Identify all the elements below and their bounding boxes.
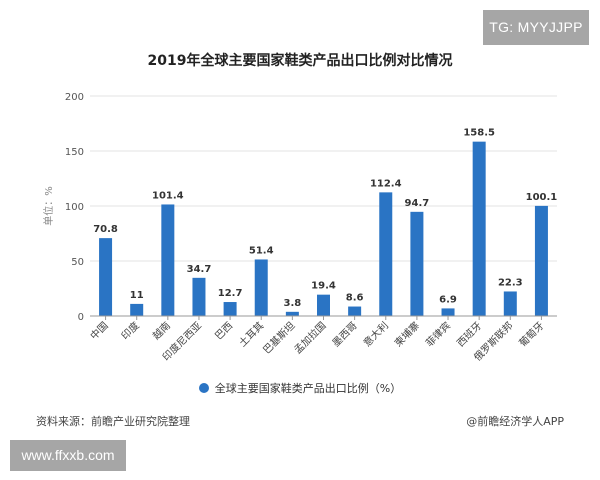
watermark-badge: TG: MYYJJPP (483, 10, 589, 45)
bar (223, 302, 237, 316)
bar-value-label: 3.8 (284, 298, 302, 309)
bar-value-label: 22.3 (498, 277, 523, 288)
legend: 全球主要国家鞋类产品出口比例（%） (0, 380, 600, 396)
chart-title: 2019年全球主要国家鞋类产品出口比例对比情况 (147, 53, 453, 69)
bar (285, 311, 299, 316)
legend-label: 全球主要国家鞋类产品出口比例（%） (214, 382, 402, 395)
bar-value-label: 112.4 (370, 178, 402, 189)
y-tick-label: 150 (65, 147, 84, 158)
bar (472, 141, 486, 316)
x-tick-label: 孟加拉国 (291, 319, 328, 356)
bar (130, 303, 144, 316)
gridlines (90, 95, 557, 262)
x-tick-label: 巴西 (213, 320, 236, 343)
x-tick-label: 越南 (150, 319, 173, 342)
x-tick-label: 墨西哥 (330, 320, 360, 350)
y-tick-label: 50 (71, 257, 84, 268)
credit-note: @前瞻经济学人APP (466, 415, 564, 428)
source-note: 资料来源：前瞻产业研究院整理 (36, 415, 190, 428)
bar-value-label: 11 (130, 290, 144, 301)
bar (441, 308, 455, 316)
bar (192, 277, 206, 316)
bar (410, 211, 424, 316)
x-tick-label: 意大利 (360, 319, 390, 349)
bar-value-label: 100.1 (526, 192, 558, 203)
bar-value-label: 158.5 (463, 128, 495, 139)
bar-value-label: 101.4 (152, 190, 184, 201)
x-tick-label: 中国 (87, 319, 110, 342)
bar (254, 259, 268, 316)
bar-value-label: 12.7 (218, 288, 243, 299)
bar (99, 238, 113, 316)
y-tick-label: 200 (65, 92, 84, 103)
bar (161, 204, 175, 316)
x-tick-label: 菲律宾 (423, 319, 453, 349)
y-axis-ticks: 0 50 100 150 200 (65, 92, 84, 323)
y-axis-label: 单位：% (42, 186, 55, 226)
bar (503, 291, 517, 316)
bar-value-label: 8.6 (346, 293, 364, 304)
bars: 70.8 11 101.4 34.7 12.7 51.4 3.8 19.4 8.6 112.494… (93, 128, 557, 316)
bar-value-label: 6.9 (439, 294, 457, 305)
x-tick-label: 柬埔寨 (392, 319, 422, 349)
bar-value-label: 34.7 (187, 264, 212, 275)
legend-marker-icon (198, 383, 209, 393)
x-tick-label: 土耳其 (236, 319, 266, 349)
bar-value-label: 19.4 (311, 281, 336, 292)
x-tick-label: 葡萄牙 (516, 319, 546, 349)
bar (317, 294, 330, 316)
bar-value-label: 70.8 (93, 224, 118, 235)
x-tick-label: 西班牙 (455, 320, 485, 350)
bar (534, 205, 548, 316)
url-badge: www.ffxxb.com (10, 440, 126, 471)
bar-value-label: 94.7 (405, 198, 430, 209)
bar (348, 306, 362, 316)
x-tick-label: 巴基斯坦 (260, 319, 297, 356)
x-tick-label: 印度 (118, 319, 141, 342)
bar (379, 192, 393, 316)
y-tick-label: 100 (65, 202, 84, 213)
y-tick-label: 0 (78, 312, 84, 323)
bar-value-label: 51.4 (249, 245, 274, 256)
